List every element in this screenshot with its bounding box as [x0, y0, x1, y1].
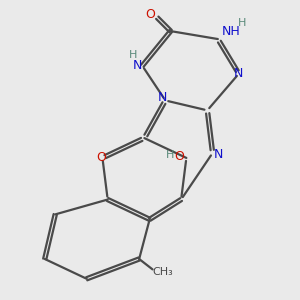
- Text: N: N: [133, 59, 142, 72]
- Text: N: N: [214, 148, 223, 161]
- Text: O: O: [145, 8, 155, 21]
- Text: N: N: [234, 67, 244, 80]
- Text: CH₃: CH₃: [153, 267, 173, 278]
- Text: H: H: [166, 150, 174, 160]
- Text: H: H: [237, 18, 246, 28]
- Text: H: H: [129, 50, 138, 60]
- Text: N: N: [158, 91, 167, 104]
- Text: O: O: [174, 150, 184, 163]
- Text: NH: NH: [222, 25, 241, 38]
- Text: O: O: [96, 152, 106, 164]
